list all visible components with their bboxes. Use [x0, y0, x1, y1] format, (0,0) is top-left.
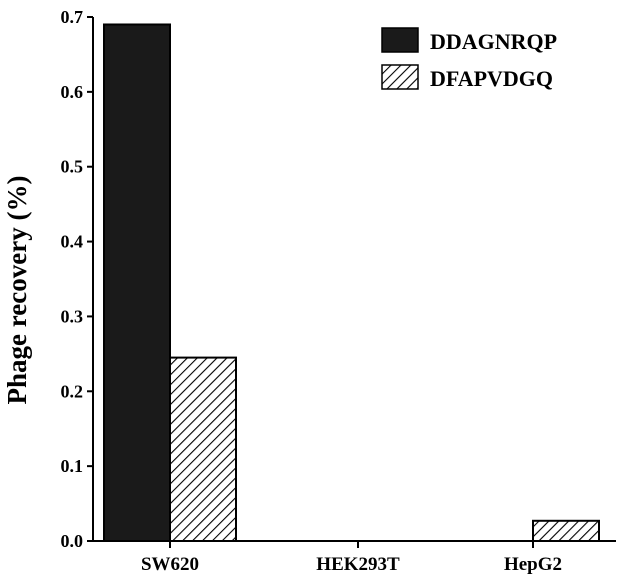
y-tick-label: 0.4 — [61, 232, 84, 252]
plot-area: 0.0 0.1 0.2 0.3 0.4 0.5 0.6 0.7 SW620 HEK293T HepG… — [61, 7, 616, 575]
legend-swatch-dfapvdgq — [381, 64, 419, 90]
y-tick-label: 0.1 — [61, 456, 84, 476]
y-tick-label: 0.7 — [61, 7, 84, 27]
legend-label-ddagnrqp: DDAGNRQP — [430, 29, 557, 54]
y-tick-label: 0.5 — [61, 157, 84, 177]
legend-label-dfapvdgq: DFAPVDGQ — [430, 66, 553, 91]
x-tick-label-sw620: SW620 — [141, 554, 199, 575]
bar-dfapvdgq-sw620 — [169, 356, 237, 542]
y-tick-label: 0.3 — [61, 306, 84, 326]
x-tick-label-hek293t: HEK293T — [316, 554, 400, 575]
legend: DDAGNRQP DFAPVDGQ — [381, 27, 557, 91]
bar-dfapvdgq-hepg2 — [532, 519, 600, 543]
y-tick-label: 0.0 — [61, 531, 84, 551]
y-tick-label: 0.2 — [61, 381, 84, 401]
y-axis-title: Phage recovery (%) — [2, 176, 32, 405]
y-tick-label: 0.6 — [61, 82, 84, 102]
legend-swatch-ddagnrqp — [381, 27, 419, 53]
bar-ddagnrqp-sw620 — [103, 23, 171, 542]
x-tick-label-hepg2: HepG2 — [504, 554, 562, 575]
